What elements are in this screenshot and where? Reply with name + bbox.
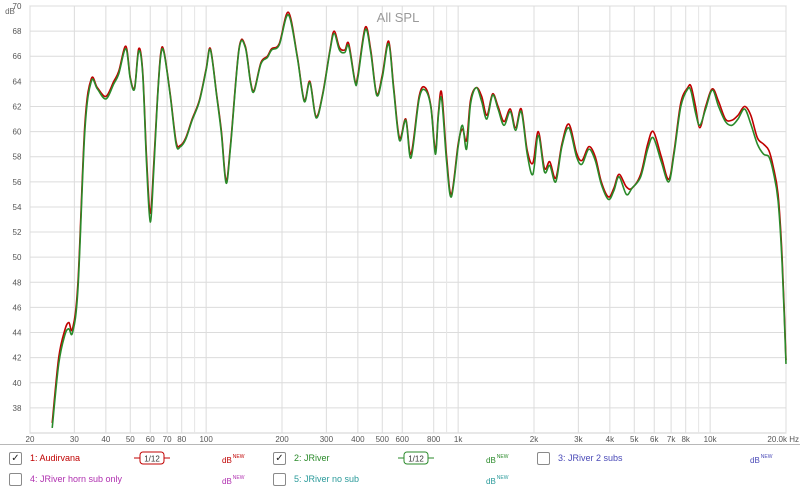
- y-tick-label: 66: [13, 52, 22, 61]
- x-tick-label: 50: [126, 435, 135, 444]
- legend-item-jriver[interactable]: ✓ 2: JRiver: [273, 450, 330, 466]
- x-tick-label: 100: [199, 435, 213, 444]
- y-tick-label: 62: [13, 102, 22, 111]
- x-tick-label: 800: [427, 435, 441, 444]
- smoothing-badge-icon[interactable]: 1/12: [134, 451, 170, 465]
- y-axis-label: dB: [5, 7, 15, 16]
- x-tick-label: 3k: [574, 435, 583, 444]
- y-tick-label: 58: [13, 153, 22, 162]
- x-tick-label: 5k: [630, 435, 639, 444]
- x-tick-label: 10k: [704, 435, 718, 444]
- smoothing-label: 1/12: [408, 455, 424, 464]
- y-tick-label: 54: [13, 203, 22, 212]
- x-tick-label: 60: [146, 435, 155, 444]
- legend-label-jriver: 2: JRiver: [294, 453, 330, 463]
- y-tick-label: 56: [13, 178, 22, 187]
- x-tick-label: 300: [320, 435, 334, 444]
- x-tick-label: 400: [351, 435, 365, 444]
- checkbox-icon[interactable]: [273, 472, 286, 486]
- x-tick-label: 500: [376, 435, 390, 444]
- x-tick-label: 6k: [650, 435, 659, 444]
- x-tick-label: 30: [70, 435, 79, 444]
- checkbox-icon[interactable]: [537, 451, 550, 465]
- y-tick-label: 40: [13, 379, 22, 388]
- checkbox-icon[interactable]: [9, 472, 22, 486]
- y-tick-label: 52: [13, 228, 22, 237]
- legend-label-audirvana: 1: Audirvana: [30, 453, 81, 463]
- spl-chart: 20 30 40 50 60 70 80 100 200 300 400 500 600 800 1k 2k 3…: [5, 2, 799, 444]
- x-tick-label: 7k: [667, 435, 676, 444]
- db-reference-toggle[interactable]: dBNEW: [222, 454, 245, 465]
- smoothing-label: 1/12: [144, 455, 160, 464]
- x-tick-label: 40: [101, 435, 110, 444]
- y-tick-label: 50: [13, 253, 22, 262]
- chart-title: All SPL: [377, 10, 420, 25]
- y-tick-label: 60: [13, 128, 22, 137]
- y-tick-label: 38: [13, 404, 22, 413]
- series-line-2: [51, 13, 787, 429]
- x-tick-label: 8k: [681, 435, 690, 444]
- smoothing-badge-icon[interactable]: 1/12: [398, 451, 434, 465]
- y-tick-label: 44: [13, 329, 22, 338]
- x-tick-label: 20.0k Hz: [767, 435, 799, 444]
- y-tick-label: 64: [13, 77, 22, 86]
- legend-panel: ✓ 1: Audirvana 1/12 dBNEW ✓ 2: JRiver 1/…: [0, 444, 800, 492]
- legend-item-audirvana[interactable]: ✓ 1: Audirvana: [9, 450, 80, 466]
- x-tick-label: 1k: [454, 435, 463, 444]
- db-reference-toggle[interactable]: dBNEW: [486, 454, 509, 465]
- y-tick-label: 70: [13, 2, 22, 11]
- x-tick-label: 200: [275, 435, 289, 444]
- legend-item-jriver-horn-sub-only[interactable]: 4: JRiver horn sub only: [9, 471, 122, 487]
- db-reference-toggle[interactable]: dBNEW: [222, 475, 245, 486]
- y-tick-label: 42: [13, 354, 22, 363]
- x-tick-label: 80: [177, 435, 186, 444]
- legend-label-jriver-horn-sub-only: 4: JRiver horn sub only: [30, 474, 123, 484]
- y-tick-label: 48: [13, 278, 22, 287]
- y-tick-label: 68: [13, 27, 22, 36]
- x-tick-label: 70: [163, 435, 172, 444]
- legend-item-jriver-no-sub[interactable]: 5: JRiver no sub: [273, 471, 359, 487]
- checkbox-icon[interactable]: ✓: [273, 451, 286, 465]
- legend-item-jriver-2-subs[interactable]: 3: JRiver 2 subs: [537, 450, 623, 466]
- db-reference-toggle[interactable]: dBNEW: [486, 475, 509, 486]
- y-tick-label: 46: [13, 303, 22, 312]
- db-reference-toggle[interactable]: dBNEW: [750, 454, 773, 465]
- legend-label-jriver-no-sub: 5: JRiver no sub: [294, 474, 360, 484]
- x-tick-label: 600: [396, 435, 410, 444]
- x-tick-label: 2k: [530, 435, 539, 444]
- checkbox-icon[interactable]: ✓: [9, 451, 22, 465]
- x-tick-label: 20: [26, 435, 35, 444]
- x-tick-label: 4k: [606, 435, 615, 444]
- legend-label-jriver-2-subs: 3: JRiver 2 subs: [558, 453, 623, 463]
